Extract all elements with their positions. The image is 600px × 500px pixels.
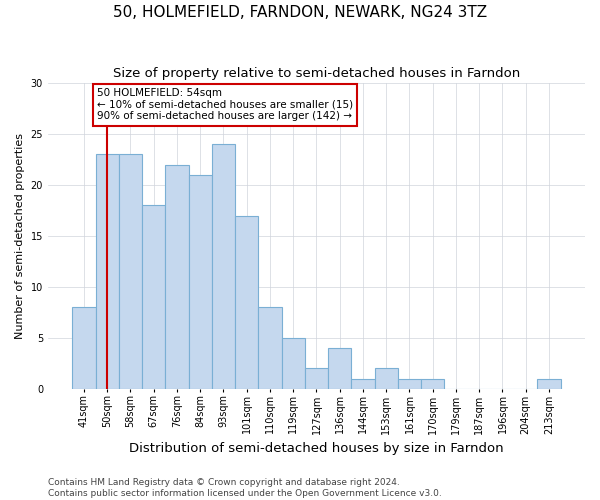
Bar: [281, 338, 305, 388]
Y-axis label: Number of semi-detached properties: Number of semi-detached properties: [15, 133, 25, 339]
Bar: [95, 154, 119, 388]
Bar: [166, 164, 188, 388]
Bar: [421, 378, 445, 388]
Bar: [374, 368, 398, 388]
X-axis label: Distribution of semi-detached houses by size in Farndon: Distribution of semi-detached houses by …: [129, 442, 504, 455]
Text: Contains HM Land Registry data © Crown copyright and database right 2024.
Contai: Contains HM Land Registry data © Crown c…: [48, 478, 442, 498]
Bar: [328, 348, 352, 389]
Bar: [398, 378, 421, 388]
Bar: [538, 378, 560, 388]
Bar: [235, 216, 259, 388]
Title: Size of property relative to semi-detached houses in Farndon: Size of property relative to semi-detach…: [113, 68, 520, 80]
Bar: [73, 307, 95, 388]
Bar: [188, 175, 212, 388]
Bar: [142, 206, 166, 388]
Bar: [305, 368, 328, 388]
Bar: [119, 154, 142, 388]
Bar: [259, 307, 281, 388]
Text: 50 HOLMEFIELD: 54sqm
← 10% of semi-detached houses are smaller (15)
90% of semi-: 50 HOLMEFIELD: 54sqm ← 10% of semi-detac…: [97, 88, 353, 122]
Text: 50, HOLMEFIELD, FARNDON, NEWARK, NG24 3TZ: 50, HOLMEFIELD, FARNDON, NEWARK, NG24 3T…: [113, 5, 487, 20]
Bar: [212, 144, 235, 388]
Bar: [352, 378, 374, 388]
